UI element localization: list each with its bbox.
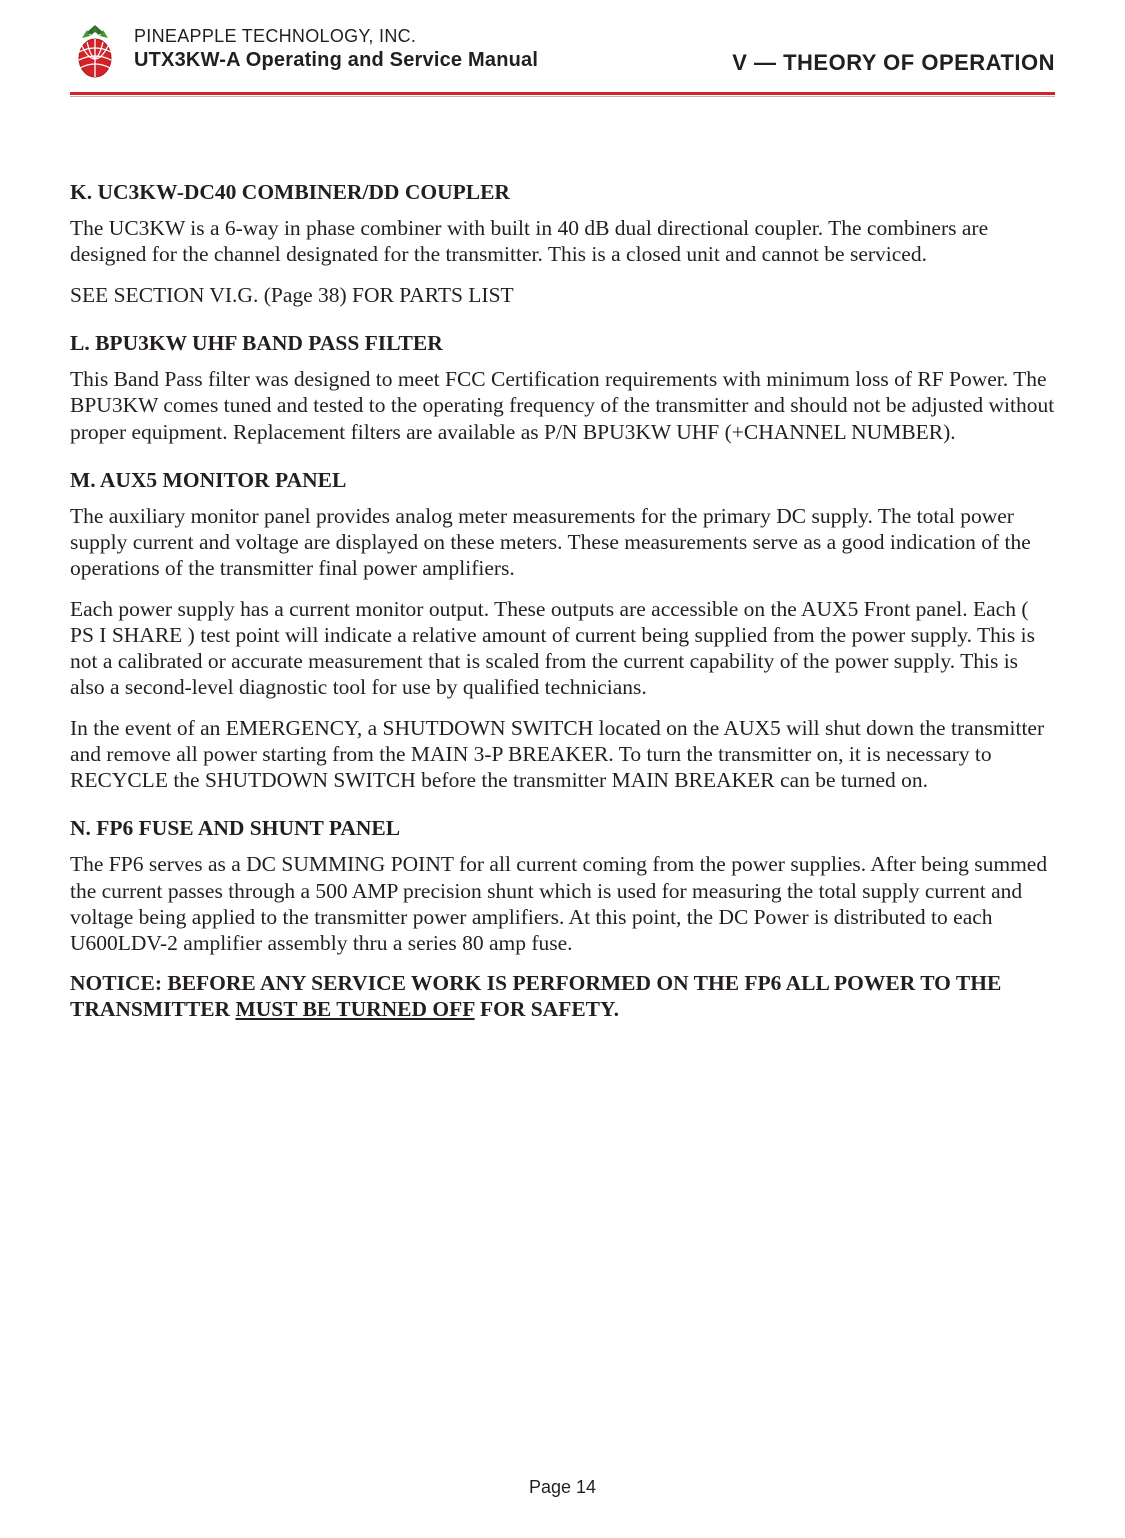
section-m-heading: M. AUX5 MONITOR PANEL	[70, 467, 1055, 493]
section-n: N. FP6 FUSE AND SHUNT PANEL The FP6 serv…	[70, 815, 1055, 1023]
pineapple-icon	[70, 22, 120, 78]
section-n-notice: NOTICE: BEFORE ANY SERVICE WORK IS PERFO…	[70, 970, 1055, 1022]
section-l-heading: L. BPU3KW UHF BAND PASS FILTER	[70, 330, 1055, 356]
section-k-p1: The UC3KW is a 6-way in phase combiner w…	[70, 215, 1055, 267]
section-m: M. AUX5 MONITOR PANEL The auxiliary moni…	[70, 467, 1055, 793]
company-name: PINEAPPLE TECHNOLOGY, INC.	[134, 26, 538, 47]
section-k-p2: SEE SECTION VI.G. (Page 38) FOR PARTS LI…	[70, 282, 1055, 308]
header-text-block: PINEAPPLE TECHNOLOGY, INC. UTX3KW-A Oper…	[134, 22, 538, 72]
rule-red	[70, 92, 1055, 95]
section-m-p2: Each power supply has a current monitor …	[70, 596, 1055, 701]
section-l: L. BPU3KW UHF BAND PASS FILTER This Band…	[70, 330, 1055, 445]
page-header: PINEAPPLE TECHNOLOGY, INC. UTX3KW-A Oper…	[70, 22, 1055, 78]
section-k: K. UC3KW-DC40 COMBINER/DD COUPLER The UC…	[70, 179, 1055, 308]
section-l-p1: This Band Pass filter was designed to me…	[70, 366, 1055, 445]
section-k-heading: K. UC3KW-DC40 COMBINER/DD COUPLER	[70, 179, 1055, 205]
notice-underline: MUST BE TURNED OFF	[235, 997, 474, 1021]
section-n-heading: N. FP6 FUSE AND SHUNT PANEL	[70, 815, 1055, 841]
section-n-p1: The FP6 serves as a DC SUMMING POINT for…	[70, 851, 1055, 956]
section-m-p1: The auxiliary monitor panel provides ana…	[70, 503, 1055, 582]
manual-title: UTX3KW-A Operating and Service Manual	[134, 49, 538, 72]
section-m-p3: In the event of an EMERGENCY, a SHUTDOWN…	[70, 715, 1055, 794]
body-content: K. UC3KW-DC40 COMBINER/DD COUPLER The UC…	[70, 97, 1055, 1023]
section-title: V — THEORY OF OPERATION	[732, 50, 1055, 76]
notice-post: FOR SAFETY.	[475, 997, 619, 1021]
page: PINEAPPLE TECHNOLOGY, INC. UTX3KW-A Oper…	[0, 0, 1125, 1538]
page-number: Page 14	[0, 1477, 1125, 1498]
